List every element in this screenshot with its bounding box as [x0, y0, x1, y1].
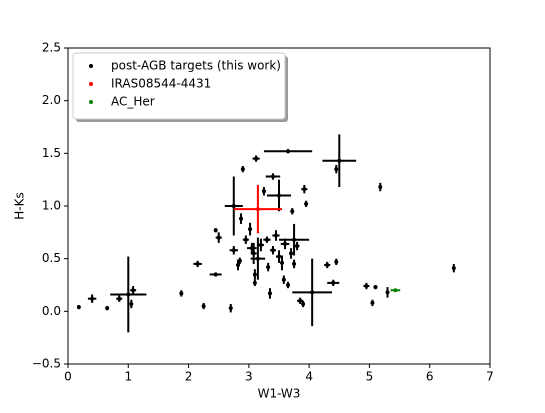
legend-label: AC_Her — [111, 95, 155, 109]
point — [270, 248, 275, 253]
point — [273, 233, 278, 238]
point — [231, 248, 236, 253]
point — [213, 228, 218, 233]
point — [289, 251, 294, 256]
point — [370, 300, 375, 305]
point — [290, 209, 295, 214]
x-tick-label: 5 — [366, 370, 374, 384]
point — [266, 265, 271, 270]
point — [254, 156, 259, 161]
x-tick-label: 7 — [486, 370, 494, 384]
x-tick-label: 2 — [185, 370, 193, 384]
x-tick-label: 6 — [426, 370, 434, 384]
point — [373, 285, 378, 290]
legend-marker — [89, 82, 93, 86]
point — [251, 251, 256, 256]
y-tick-label: 0.5 — [42, 251, 61, 265]
y-axis-label: H-Ks — [13, 192, 27, 219]
point — [277, 254, 281, 259]
point — [216, 235, 221, 240]
point — [270, 174, 275, 179]
y-tick-label: 1.5 — [42, 146, 61, 160]
y-tick-label: 2.0 — [42, 93, 61, 107]
x-tick-label: 0 — [64, 370, 72, 384]
y-tick-label: 2.5 — [42, 41, 61, 55]
point — [283, 241, 288, 246]
legend-marker — [89, 64, 93, 68]
legend-marker — [89, 100, 93, 104]
point — [393, 288, 398, 293]
point — [90, 296, 95, 301]
point — [334, 167, 339, 172]
point — [378, 185, 383, 190]
point — [264, 237, 269, 242]
point — [292, 237, 297, 242]
point — [231, 204, 236, 208]
y-tick-label: −0.5 — [32, 357, 61, 371]
point — [325, 262, 330, 267]
legend-label: IRAS08544-4431 — [111, 77, 211, 91]
point — [76, 305, 81, 310]
point — [248, 227, 253, 232]
point — [236, 262, 241, 267]
legend — [72, 52, 286, 120]
point — [252, 280, 257, 285]
point — [129, 301, 134, 306]
y-tick-label: 0.0 — [42, 304, 61, 318]
point — [239, 216, 244, 221]
point — [286, 283, 291, 287]
point — [301, 301, 306, 306]
point — [126, 292, 131, 297]
point — [280, 260, 285, 265]
point — [292, 261, 297, 266]
point — [117, 296, 122, 301]
point — [310, 290, 315, 295]
point — [105, 306, 110, 311]
x-tick-label: 3 — [245, 370, 253, 384]
point — [195, 261, 200, 266]
point — [304, 201, 309, 206]
point — [337, 158, 342, 163]
point — [228, 306, 233, 311]
y-tick-label: 1.0 — [42, 199, 61, 213]
point — [201, 304, 206, 309]
point — [364, 284, 369, 289]
x-tick-label: 4 — [305, 370, 313, 384]
point — [331, 280, 336, 285]
x-tick-label: 1 — [124, 370, 132, 384]
point — [240, 167, 245, 172]
point — [213, 272, 218, 277]
x-axis-label: W1-W3 — [258, 387, 301, 401]
point — [255, 256, 260, 261]
point — [298, 298, 303, 303]
legend-label: post-AGB targets (this work) — [111, 59, 281, 73]
point — [237, 258, 242, 263]
point — [302, 187, 307, 192]
point — [286, 149, 291, 154]
point — [451, 266, 456, 271]
point — [258, 242, 263, 247]
point — [255, 207, 260, 212]
point — [252, 272, 257, 277]
point — [385, 290, 390, 295]
point — [243, 237, 248, 242]
point — [267, 291, 272, 296]
point — [295, 244, 300, 249]
point — [277, 193, 281, 198]
point — [334, 259, 339, 264]
point — [261, 189, 266, 194]
point — [281, 277, 286, 282]
point — [131, 288, 136, 293]
point — [179, 291, 184, 296]
